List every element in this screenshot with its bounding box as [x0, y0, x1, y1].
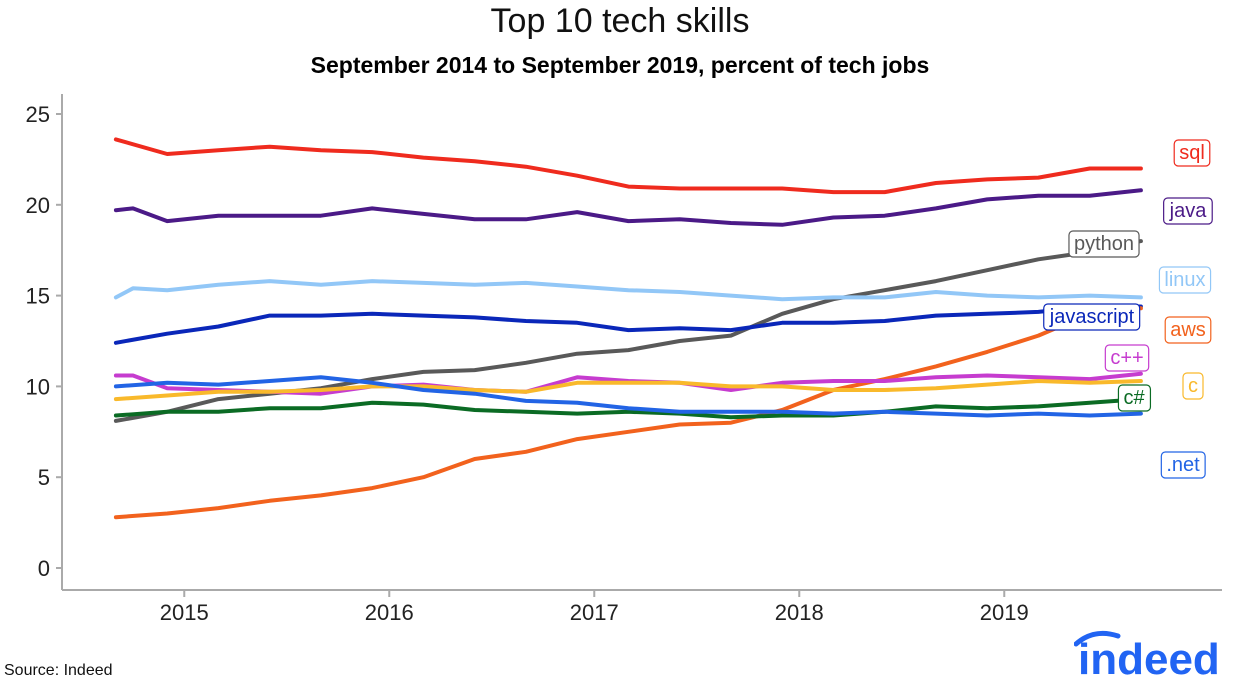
y-tick-label: 5 [38, 465, 50, 490]
chart-lines [113, 137, 1143, 520]
y-tick-label: 20 [26, 193, 50, 218]
y-tick-label: 10 [26, 374, 50, 399]
series-label-text: c [1188, 375, 1198, 397]
y-tick-label: 15 [26, 284, 50, 309]
x-tick-label: 2016 [365, 600, 414, 625]
series-label-box [1068, 230, 1140, 258]
series-label-text: java [1169, 200, 1208, 222]
source-note: Source: Indeed [4, 662, 113, 679]
chart-subtitle: September 2014 to September 2019, percen… [310, 52, 930, 78]
series-line-net [113, 375, 1143, 418]
series-line-csharp [113, 397, 1143, 420]
indeed-logo-arc [1074, 630, 1121, 647]
series-label-text: c# [1123, 387, 1145, 409]
series-label-box [1163, 197, 1213, 225]
series-label-box [1160, 451, 1206, 479]
series-label-text: aws [1170, 319, 1206, 341]
series-label-javascript: javascript [1043, 303, 1141, 331]
series-label-box [1158, 266, 1212, 294]
chart-line-labels: sql java python linux javascript aws c++ c c# .ne… [1043, 139, 1213, 479]
series-label-text: linux [1164, 269, 1205, 291]
series-label-net: .net [1160, 451, 1206, 479]
x-tick-label: 2017 [570, 600, 619, 625]
series-label-box [1117, 384, 1152, 412]
series-label-cplusplus: c++ [1104, 344, 1150, 372]
series-line-sql [113, 137, 1143, 195]
x-tick-label: 2019 [980, 600, 1029, 625]
series-label-python: python [1068, 230, 1140, 258]
series-label-text: c++ [1110, 347, 1143, 369]
series-label-box [1173, 139, 1211, 167]
indeed-logo: indeed [1074, 630, 1220, 682]
series-label-text: python [1074, 233, 1134, 255]
series-label-box [1182, 372, 1204, 400]
y-tick-label: 0 [38, 556, 50, 581]
series-line-c [113, 379, 1143, 402]
series-line-aws [113, 306, 1143, 520]
series-label-box [1164, 316, 1212, 344]
chart-axes: 0 5 10 15 20 25 2015 2016 2017 2018 2019 [26, 94, 1222, 625]
x-tick-label: 2018 [775, 600, 824, 625]
series-label-sql: sql [1173, 139, 1211, 167]
series-label-text: .net [1166, 454, 1200, 476]
series-label-c: c [1182, 372, 1204, 400]
series-line-java [113, 188, 1143, 227]
series-label-box [1043, 303, 1141, 331]
series-label-csharp: c# [1117, 384, 1152, 412]
y-tick-label: 25 [26, 102, 50, 127]
indeed-logo-wordmark: indeed [1078, 635, 1220, 682]
series-label-text: sql [1179, 142, 1205, 164]
x-tick-label: 2015 [160, 600, 209, 625]
series-label-text: javascript [1049, 306, 1135, 328]
series-label-linux: linux [1158, 266, 1212, 294]
series-line-linux [113, 279, 1143, 302]
series-label-aws: aws [1164, 316, 1212, 344]
series-label-box [1104, 344, 1150, 372]
series-line-javascript [113, 304, 1143, 345]
chart-title: Top 10 tech skills [490, 2, 750, 40]
series-label-java: java [1163, 197, 1213, 225]
